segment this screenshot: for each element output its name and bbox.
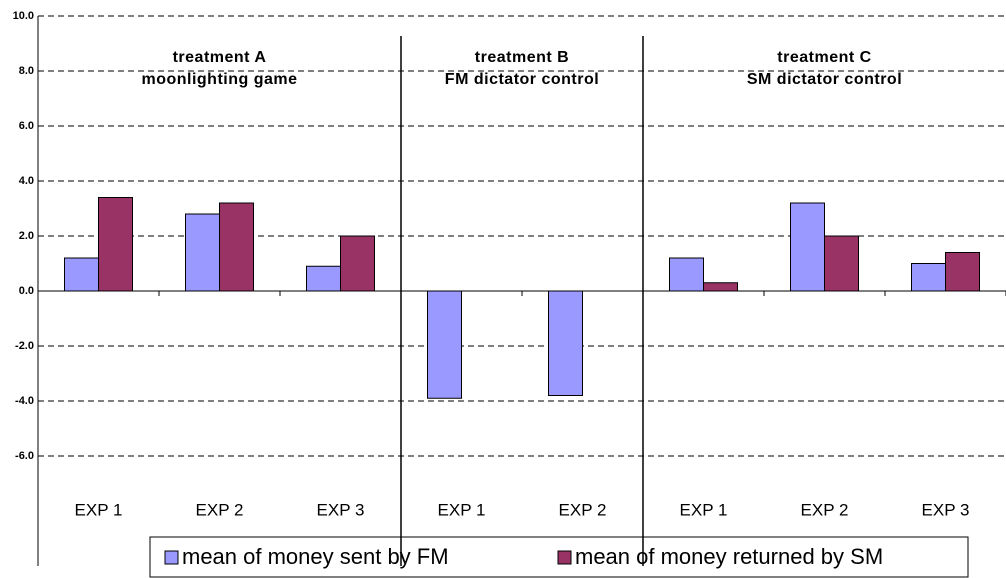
bar	[340, 235, 375, 292]
y-tick-label: -2.0	[15, 340, 34, 352]
y-tick-label: 4.0	[19, 175, 34, 187]
y-tick-label: 0.0	[19, 285, 34, 297]
bar	[824, 235, 859, 292]
x-tick-label: EXP 2	[559, 500, 607, 519]
annotation: treatment A	[173, 49, 267, 66]
y-tick-label: 8.0	[19, 65, 34, 77]
x-tick-label: EXP 3	[922, 500, 970, 519]
y-tick-label: 10.0	[13, 10, 34, 22]
x-tick-label: EXP 1	[438, 500, 486, 519]
y-tick-label: 6.0	[19, 120, 34, 132]
x-tick-label: EXP 3	[317, 500, 365, 519]
bar	[98, 197, 133, 292]
bar	[790, 202, 825, 292]
bar	[911, 263, 946, 292]
bar	[64, 257, 99, 292]
bar	[306, 265, 341, 292]
x-tick-label: EXP 1	[75, 500, 123, 519]
legend-label: mean of money sent by FM	[182, 544, 449, 569]
annotation: moonlighting game	[141, 71, 297, 88]
x-tick-label: EXP 2	[196, 500, 244, 519]
x-tick-label: EXP 2	[801, 500, 849, 519]
y-tick-label: -4.0	[15, 395, 34, 407]
bar	[219, 202, 254, 292]
legend-swatch	[164, 550, 179, 565]
bar	[669, 257, 704, 292]
annotation: treatment C	[777, 49, 871, 66]
y-tick-label: -6.0	[15, 450, 34, 462]
annotation: FM dictator control	[445, 71, 599, 88]
x-tick-label: EXP 1	[680, 500, 728, 519]
annotation: SM dictator control	[747, 71, 902, 88]
bar	[185, 213, 220, 292]
legend-swatch	[557, 550, 572, 565]
bar	[945, 252, 980, 292]
bar	[703, 282, 738, 292]
bar	[548, 290, 583, 396]
y-tick-label: 2.0	[19, 230, 34, 242]
bar	[427, 290, 462, 399]
annotation: treatment B	[475, 49, 569, 66]
legend-label: mean of money returned by SM	[575, 544, 883, 569]
